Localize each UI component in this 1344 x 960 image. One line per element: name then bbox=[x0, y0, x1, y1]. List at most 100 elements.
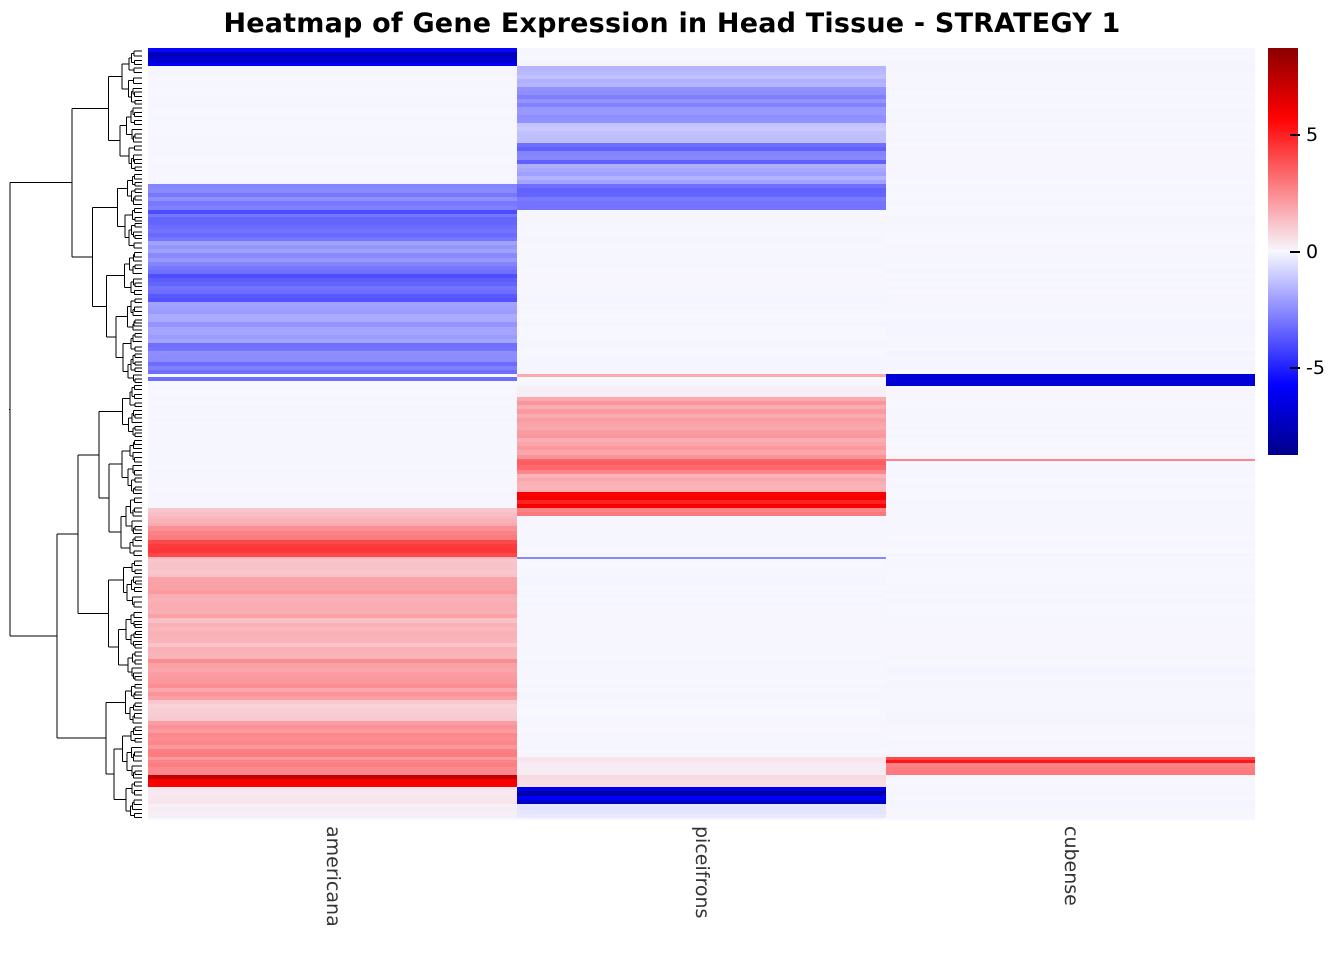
heatmap-cell bbox=[886, 261, 1255, 267]
heatmap-cell bbox=[517, 249, 886, 254]
heatmap-cell bbox=[148, 559, 517, 563]
heatmap-cell bbox=[148, 413, 517, 418]
heatmap-row bbox=[148, 728, 1255, 733]
heatmap-cell bbox=[886, 779, 1255, 784]
heatmap-cell bbox=[148, 496, 517, 501]
heatmap-cell bbox=[886, 630, 1255, 635]
heatmap-cell bbox=[517, 458, 886, 461]
heatmap-cell bbox=[517, 473, 886, 478]
heatmap-row bbox=[148, 278, 1255, 283]
heatmap-row bbox=[148, 249, 1255, 254]
heatmap-row bbox=[148, 692, 1255, 697]
heatmap-cell bbox=[148, 556, 517, 560]
column-label-piceifrons: piceifrons bbox=[691, 826, 713, 919]
heatmap-cell bbox=[517, 543, 886, 549]
heatmap-row bbox=[148, 261, 1255, 267]
heatmap-cell bbox=[517, 692, 886, 697]
heatmap-cell bbox=[517, 732, 886, 737]
heatmap-cell bbox=[148, 535, 517, 540]
heatmap-cell bbox=[517, 232, 886, 237]
heatmap-row bbox=[148, 282, 1255, 287]
heatmap-cell bbox=[886, 442, 1255, 447]
heatmap-row bbox=[148, 496, 1255, 501]
heatmap-cell bbox=[886, 552, 1255, 557]
heatmap-row bbox=[148, 492, 1255, 497]
heatmap-row bbox=[148, 762, 1255, 767]
heatmap-row bbox=[148, 556, 1255, 560]
heatmap-cell bbox=[517, 539, 886, 544]
heatmap-cell bbox=[148, 167, 517, 172]
heatmap-cell bbox=[886, 543, 1255, 549]
heatmap-cell bbox=[886, 130, 1255, 136]
heatmap-cell bbox=[886, 642, 1255, 648]
heatmap-cell bbox=[886, 799, 1255, 804]
heatmap-cell bbox=[517, 143, 886, 148]
heatmap-cell bbox=[517, 90, 886, 95]
heatmap-cell bbox=[517, 728, 886, 733]
heatmap-row bbox=[148, 217, 1255, 222]
heatmap-cell bbox=[886, 814, 1255, 819]
heatmap-cell bbox=[517, 688, 886, 693]
heatmap-cell bbox=[148, 450, 517, 455]
heatmap-cell bbox=[148, 766, 517, 771]
heatmap-cell bbox=[886, 559, 1255, 563]
heatmap-cell bbox=[517, 787, 886, 792]
heatmap-row bbox=[148, 606, 1255, 611]
heatmap-cell bbox=[886, 98, 1255, 103]
heatmap-cell bbox=[148, 421, 517, 426]
heatmap-cell bbox=[517, 500, 886, 504]
heatmap-cell bbox=[148, 696, 517, 701]
heatmap-row bbox=[148, 350, 1255, 355]
heatmap-row bbox=[148, 393, 1255, 398]
heatmap-cell bbox=[148, 244, 517, 250]
heatmap-row bbox=[148, 417, 1255, 422]
heatmap-cell bbox=[886, 266, 1255, 271]
heatmap-cell bbox=[148, 465, 517, 470]
heatmap-cell bbox=[517, 225, 886, 229]
heatmap-cell bbox=[886, 376, 1255, 381]
heatmap-cell bbox=[148, 610, 517, 615]
heatmap-row bbox=[148, 679, 1255, 684]
heatmap-cell bbox=[517, 257, 886, 262]
heatmap-cell bbox=[886, 740, 1255, 745]
heatmap-row bbox=[148, 94, 1255, 99]
heatmap-cell bbox=[517, 301, 886, 307]
heatmap-row bbox=[148, 306, 1255, 311]
heatmap-row bbox=[148, 74, 1255, 79]
heatmap-cell bbox=[148, 460, 517, 466]
heatmap-cell bbox=[148, 380, 517, 386]
heatmap-cell bbox=[886, 102, 1255, 107]
heatmap-row bbox=[148, 130, 1255, 136]
heatmap-cell bbox=[148, 405, 517, 410]
heatmap-row bbox=[148, 253, 1255, 258]
heatmap-cell bbox=[886, 458, 1255, 461]
heatmap-cell bbox=[517, 606, 886, 611]
heatmap-row bbox=[148, 647, 1255, 652]
heatmap-cell bbox=[886, 286, 1255, 291]
heatmap-cell bbox=[148, 118, 517, 123]
heatmap-row bbox=[148, 240, 1255, 245]
heatmap-cell bbox=[886, 297, 1255, 302]
heatmap-row bbox=[148, 748, 1255, 753]
heatmap-row bbox=[148, 257, 1255, 262]
heatmap-cell bbox=[886, 114, 1255, 119]
heatmap-cell bbox=[517, 196, 886, 202]
heatmap-cell bbox=[148, 597, 517, 603]
heatmap-cell bbox=[148, 362, 517, 366]
heatmap-cell bbox=[148, 473, 517, 478]
heatmap-cell bbox=[517, 552, 886, 557]
heatmap-cell bbox=[886, 732, 1255, 737]
heatmap-cell bbox=[886, 748, 1255, 753]
heatmap-cell bbox=[886, 369, 1255, 374]
heatmap-cell bbox=[517, 122, 886, 127]
heatmap-cell bbox=[517, 98, 886, 103]
heatmap-row bbox=[148, 473, 1255, 478]
heatmap-cell bbox=[886, 205, 1255, 210]
heatmap-cell bbox=[517, 151, 886, 156]
heatmap-cell bbox=[517, 577, 886, 582]
heatmap-cell bbox=[148, 791, 517, 796]
heatmap-row bbox=[148, 90, 1255, 95]
heatmap-cell bbox=[517, 114, 886, 119]
heatmap-cell bbox=[517, 270, 886, 275]
